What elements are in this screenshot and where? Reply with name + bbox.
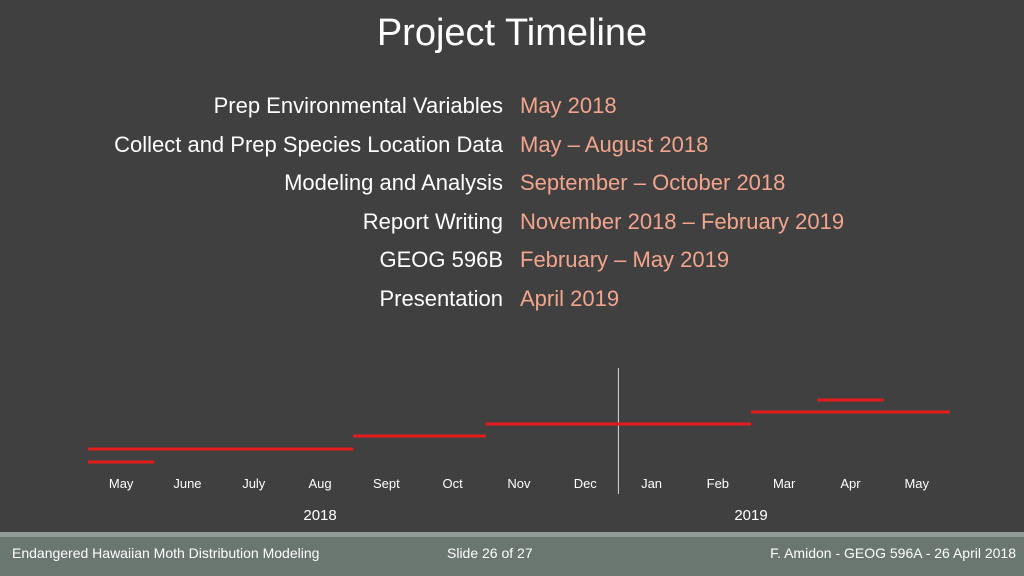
task-label: GEOG 596B [379,247,503,273]
month-label: Jan [641,476,662,491]
task-label: Modeling and Analysis [284,170,503,196]
footer-author-course-date: F. Amidon - GEOG 596A - 26 April 2018 [770,545,1016,561]
month-label: Apr [840,476,861,491]
task-date: May 2018 [520,93,617,118]
month-label: May [904,476,929,491]
schedule-row: GEOG 596B February – May 2019 [0,241,1024,279]
year-label: 2019 [734,507,767,524]
schedule-row: Modeling and Analysis September – Octobe… [0,164,1024,202]
slide-title: Project Timeline [376,12,648,54]
footer-slide-number: Slide 26 of 27 [447,545,533,561]
month-label: Oct [443,476,464,491]
task-date: February – May 2019 [520,247,730,273]
month-label: Aug [308,476,331,491]
month-label: June [173,476,201,491]
schedule-row: Report Writing November 2018 – February … [0,203,1024,241]
task-label: Prep Environmental Variables [213,93,503,118]
task-label: Presentation [379,286,503,311]
month-label: Nov [507,476,531,491]
task-date: April 2019 [520,286,620,311]
task-label: Report Writing [362,208,503,234]
month-label: May [109,476,134,491]
schedule-row: Collect and Prep Species Location Data M… [0,126,1024,164]
task-date: November 2018 – February 2019 [520,208,845,234]
footer: Endangered Hawaiian Moth Distribution Mo… [0,537,1024,576]
month-label: Feb [707,476,729,491]
task-label: Collect and Prep Species Location Data [114,131,503,157]
month-label: Mar [773,476,796,491]
task-date: September – October 2018 [520,170,786,196]
task-date: May – August 2018 [520,131,709,157]
month-label: Sept [373,476,400,491]
year-label: 2018 [303,507,336,524]
month-label: Dec [574,476,598,491]
footer-presentation-title: Endangered Hawaiian Moth Distribution Mo… [12,545,320,561]
footer-divider [0,532,1024,537]
schedule-row: Prep Environmental Variables May 2018 [0,87,1024,125]
month-label: July [242,476,266,491]
schedule-row: Presentation April 2019 [0,280,1024,318]
